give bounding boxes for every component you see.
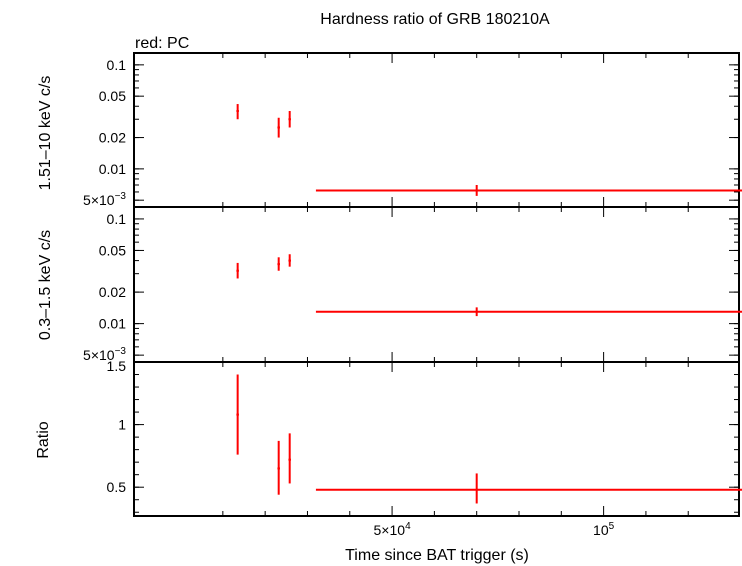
data-point (277, 440, 280, 495)
y-tick-label: 0.05 (99, 242, 126, 258)
x-tick-label: 105 (593, 521, 615, 538)
panel-frame (133, 361, 740, 517)
y-tick-label: 5×10−3 (83, 346, 126, 363)
x-tick-label: 5×104 (374, 521, 412, 538)
data-point (277, 257, 280, 271)
y-tick-label: 1.5 (107, 358, 127, 374)
y-tick-label: 0.02 (99, 284, 126, 300)
data-point (315, 473, 742, 504)
y-tick-label: 0.01 (99, 316, 126, 332)
y-tick-label-exponent: −3 (115, 346, 127, 357)
x-tick-label-mantissa: 10 (593, 522, 609, 538)
y-tick-label: 0.5 (107, 479, 127, 495)
y-tick-label-mantissa: 5×10 (83, 192, 115, 208)
y-tick-label: 0.02 (99, 130, 126, 146)
data-point (236, 374, 239, 455)
data-point (236, 104, 239, 120)
chart-subtitle: red: PC (135, 35, 189, 52)
hard-band-panel: 1.51–10 keV c/s 0.1 0.05 0.02 0.01 5×10−3 (37, 52, 742, 208)
data-point (315, 184, 742, 196)
y-tick-label: 0.1 (107, 57, 127, 73)
x-tick-label-mantissa: 5×10 (374, 522, 406, 538)
panel-frame (133, 52, 740, 208)
x-tick-label-exponent: 5 (609, 521, 615, 532)
data-point (315, 307, 742, 317)
y-tick-label: 1 (118, 417, 126, 433)
y-tick-label-exponent: −3 (115, 191, 127, 202)
hard-band-y-axis-label: 1.51–10 keV c/s (37, 76, 54, 191)
ratio-panel: Ratio 1.5 1 0.5 (35, 358, 742, 517)
soft-band-panel: 0.3–1.5 keV c/s 0.1 0.05 0.02 0.01 5×10−3 (37, 206, 742, 363)
x-tick-label-exponent: 4 (405, 521, 411, 532)
data-point (288, 433, 291, 484)
data-point (288, 254, 291, 267)
data-point (277, 117, 280, 138)
y-tick-label: 0.01 (99, 161, 126, 177)
chart-title: Hardness ratio of GRB 180210A (320, 11, 550, 28)
panel-frame (133, 206, 740, 363)
data-point (288, 111, 291, 128)
y-tick-label-mantissa: 5×10 (83, 347, 115, 363)
soft-band-y-axis-label: 0.3–1.5 keV c/s (37, 230, 54, 340)
y-tick-label: 0.1 (107, 211, 127, 227)
data-point (236, 262, 239, 279)
y-tick-label: 0.05 (99, 88, 126, 104)
x-axis-label: Time since BAT trigger (s) (345, 547, 529, 564)
y-tick-label: 5×10−3 (83, 191, 126, 208)
x-axis: 5×104 105 (374, 521, 615, 538)
ratio-y-axis-label: Ratio (35, 421, 52, 458)
